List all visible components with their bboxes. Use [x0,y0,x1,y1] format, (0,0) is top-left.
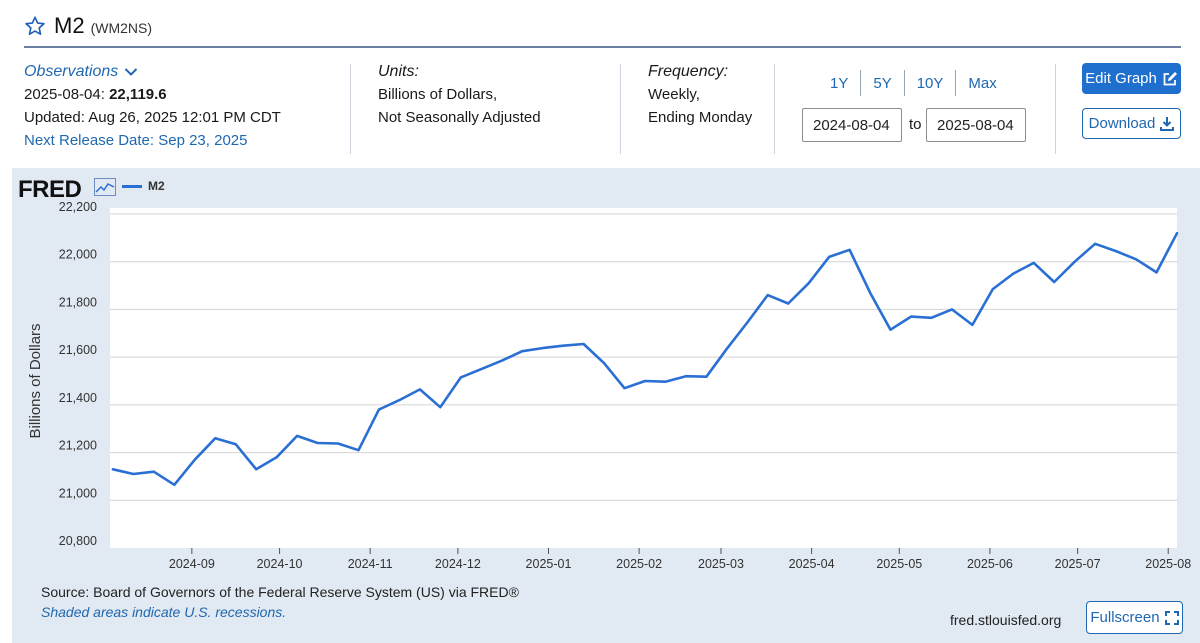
units-line2: Not Seasonally Adjusted [378,109,541,126]
frequency-label: Frequency: [648,63,729,80]
x-tick-label: 2025-08 [1145,557,1191,571]
latest-observation: 2025-08-04: 22,119.6 [24,83,281,106]
y-tick-label: 21,600 [59,343,97,357]
x-tick-label: 2024-11 [348,557,393,571]
fred-logo: FRED [18,176,82,203]
observations-label: Observations [24,63,119,80]
site-url: fred.stlouisfed.org [950,612,1062,628]
y-tick-label: 22,000 [59,248,97,262]
y-tick-label: 21,400 [59,391,97,405]
x-tick-label: 2025-06 [967,557,1013,571]
x-tick-label: 2024-10 [257,557,303,571]
edit-icon [1163,71,1177,85]
range-separator [955,70,957,96]
range-separator [903,70,905,96]
range-1y-button[interactable]: 1Y [830,74,849,92]
frequency-panel: Frequency: Weekly, Ending Monday [648,60,752,129]
divider [774,64,775,154]
star-icon[interactable] [24,15,46,37]
source-text: Source: Board of Governors of the Federa… [41,584,519,600]
range-5y-button[interactable]: 5Y [873,74,892,92]
page-title: M2 [54,13,85,38]
y-tick-label: 21,000 [59,486,97,500]
legend-label: M2 [148,179,165,193]
divider [350,64,351,154]
observations-panel: Observations 2025-08-04: 22,119.6 Update… [24,60,281,152]
frequency-line2: Ending Monday [648,109,753,126]
units-label: Units: [378,63,419,80]
y-tick-label: 21,200 [59,439,97,453]
x-tick-label: 2025-01 [526,557,572,571]
y-tick-label: 22,200 [59,200,97,214]
legend-swatch [122,185,142,188]
download-icon [1160,117,1175,131]
range-separator [860,70,862,96]
download-label: Download [1088,115,1156,132]
range-10y-button[interactable]: 10Y [916,74,944,92]
chart-icon [94,178,116,196]
next-release-link[interactable]: Next Release Date: Sep 23, 2025 [24,132,248,149]
title-divider [24,46,1181,48]
range-max-button[interactable]: Max [968,74,997,92]
x-tick-label: 2025-07 [1055,557,1101,571]
y-tick-label: 20,800 [59,534,97,548]
plot-area [110,208,1177,548]
chevron-down-icon [125,67,138,76]
y-tick-label: 21,800 [59,295,97,309]
y-axis-label: Billions of Dollars [27,323,44,438]
start-date-input[interactable] [802,108,902,142]
series-line-m2 [111,231,1179,487]
x-tick-label: 2024-09 [169,557,215,571]
range-buttons: 1Y 5Y 10Y Max [818,70,1009,96]
divider [620,64,621,154]
x-tick-label: 2025-03 [698,557,744,571]
fullscreen-icon [1164,610,1179,625]
observation-value: 22,119.6 [109,86,167,103]
download-button[interactable]: Download [1082,108,1181,139]
fullscreen-label: Fullscreen [1090,609,1160,626]
x-tick-label: 2025-05 [876,557,922,571]
edit-graph-label: Edit Graph [1085,70,1157,87]
series-code: (WM2NS) [90,20,152,36]
end-date-input[interactable] [926,108,1026,142]
units-panel: Units: Billions of Dollars, Not Seasonal… [378,60,541,129]
observation-date: 2025-08-04: [24,86,105,103]
updated-text: Updated: Aug 26, 2025 12:01 PM CDT [24,109,281,126]
recession-note-link[interactable]: Shaded areas indicate U.S. recessions. [41,604,287,620]
units-line1: Billions of Dollars, [378,86,498,103]
observations-toggle[interactable]: Observations [24,60,281,83]
title-bar: M2 (WM2NS) [24,10,152,42]
x-tick-label: 2025-02 [616,557,662,571]
to-label: to [909,116,922,133]
x-tick-label: 2024-12 [435,557,481,571]
frequency-line1: Weekly, [648,86,700,103]
divider [1055,64,1056,154]
fullscreen-button[interactable]: Fullscreen [1086,601,1183,634]
x-tick-label: 2025-04 [789,557,835,571]
edit-graph-button[interactable]: Edit Graph [1082,63,1181,94]
